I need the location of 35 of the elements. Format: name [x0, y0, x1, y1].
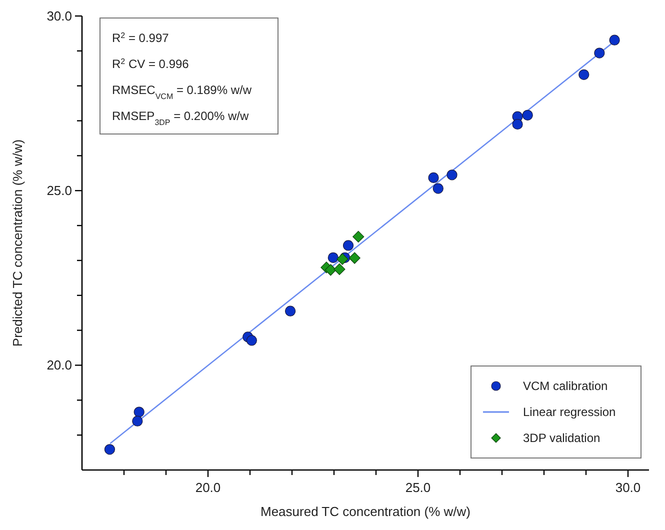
y-axis-title: Predicted TC concentration (% w/w) — [10, 139, 25, 347]
point — [594, 48, 605, 58]
x-axis-title: Measured TC concentration (% w/w) — [260, 504, 471, 519]
point — [334, 263, 346, 275]
annotation: R$^{2}$ = 0.997 — [112, 30, 170, 45]
legend-label: Linear regression — [523, 405, 616, 419]
point — [328, 252, 338, 263]
point — [285, 306, 296, 316]
y-tick-label: 25.0 — [46, 183, 72, 198]
x-tick-label: 25.0 — [405, 480, 431, 495]
x-tick-label: 30.0 — [615, 480, 641, 495]
y-tick-label: 30.0 — [46, 8, 72, 24]
legend-label: 3DP validation — [523, 431, 600, 445]
point — [324, 264, 336, 276]
point — [512, 118, 523, 130]
point — [348, 252, 360, 264]
point — [134, 406, 144, 418]
point — [609, 34, 620, 46]
point — [352, 230, 364, 243]
annotation: RMSEP$_{3DP}$ = 0.200% w/w — [112, 109, 249, 126]
annotation: RMSEC$_{VCM}$ = 0.189% w/w — [112, 83, 252, 100]
point — [432, 183, 444, 194]
legend-label: VCM calibration — [523, 379, 608, 393]
x-tick-label: 20.0 — [195, 480, 221, 495]
point — [522, 110, 533, 120]
point — [342, 240, 354, 251]
point — [578, 69, 590, 80]
point — [336, 253, 348, 265]
point — [132, 416, 143, 426]
point — [446, 170, 458, 180]
point — [104, 444, 116, 455]
point — [428, 172, 439, 183]
annotation: R$^{2}$ CV = 0.996 — [112, 56, 190, 71]
point — [246, 335, 257, 346]
y-tick-label: 20.0 — [46, 358, 72, 373]
